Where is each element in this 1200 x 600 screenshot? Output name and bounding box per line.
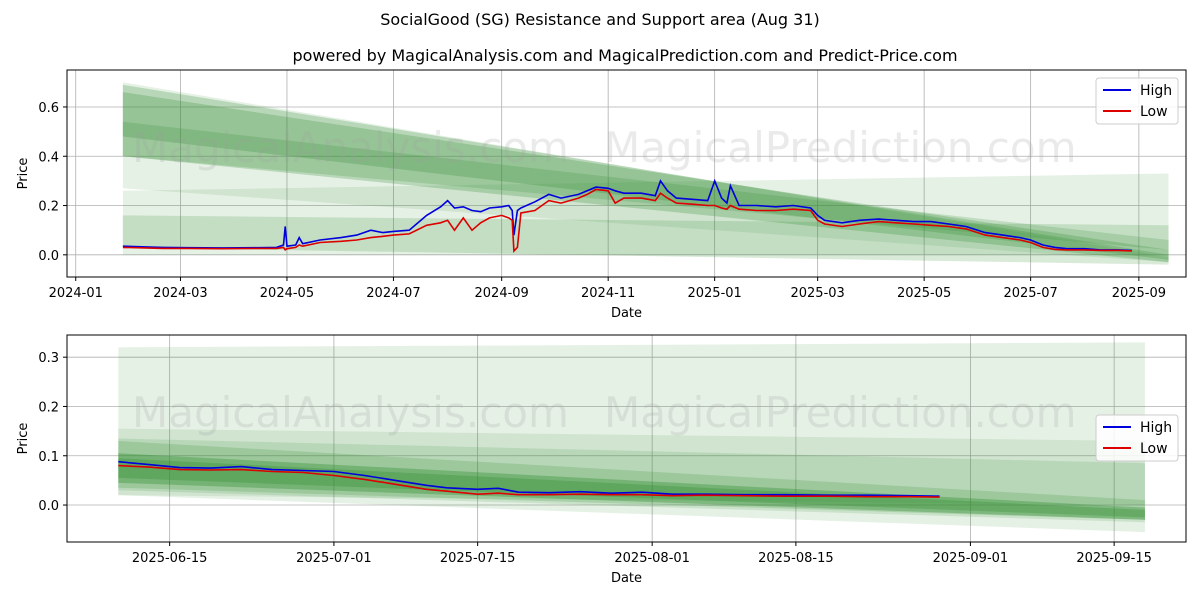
series-line-low: [122, 188, 1132, 254]
x-tick-label: 2025-01: [687, 286, 741, 301]
x-tick-label: 2025-09-01: [933, 551, 1009, 566]
legend: High Low: [1095, 414, 1179, 462]
plot-area: [118, 342, 1145, 533]
x-tick-label: 2024-05: [260, 286, 314, 301]
support-resistance-band: [122, 82, 1169, 263]
x-tick-label: 2025-08-01: [614, 551, 690, 566]
y-axis-label: Price: [16, 423, 31, 455]
x-axis-label: Date: [611, 571, 642, 586]
legend-label-high: High: [1140, 420, 1172, 436]
support-resistance-band: [118, 453, 1145, 520]
x-tick-label: 2024-07: [366, 286, 420, 301]
support-resistance-band: [118, 428, 1145, 533]
y-tick-label: 0.4: [38, 150, 59, 165]
x-tick-label: 2025-07-15: [440, 551, 516, 566]
y-tick-label: 0.2: [38, 400, 59, 415]
support-resistance-band: [122, 173, 1169, 255]
support-resistance-band: [118, 440, 1145, 520]
support-resistance-band: [122, 121, 1169, 250]
series-line-high: [122, 178, 1132, 252]
x-axis-label: Date: [611, 306, 642, 321]
x-tick-label: 2025-06-15: [132, 551, 208, 566]
legend-label-low: Low: [1140, 441, 1168, 457]
series-line-low: [118, 464, 940, 498]
legend-label-low: Low: [1140, 104, 1168, 120]
x-tick-label: 2025-09-15: [1076, 551, 1152, 566]
x-tick-label: 2025-09: [1112, 286, 1166, 301]
support-resistance-band: [122, 215, 1169, 265]
x-tick-label: 2025-05: [897, 286, 951, 301]
y-tick-label: 0.0: [38, 249, 59, 264]
watermark-text: MagicalPrediction.com: [604, 388, 1077, 437]
series-line-high: [118, 460, 940, 497]
axes-frame: [66, 334, 1187, 543]
x-tick-label: 2024-11: [581, 286, 635, 301]
watermark-text: MagicalPrediction.com: [604, 123, 1077, 172]
y-tick-label: 0.3: [38, 351, 59, 366]
panel-2: MagicalAnalysis.com MagicalPrediction.com…: [16, 334, 1187, 586]
axes-frame: [66, 69, 1187, 278]
x-tick-label: 2024-03: [153, 286, 207, 301]
y-tick-label: 0.2: [38, 200, 59, 215]
watermark-text: MagicalAnalysis.com: [132, 388, 569, 437]
y-tick-label: 0.1: [38, 450, 59, 465]
chart-title: SocialGood (SG) Resistance and Support a…: [380, 10, 820, 29]
y-tick-label: 0.0: [38, 499, 59, 514]
panel-1: MagicalAnalysis.com MagicalPrediction.com…: [16, 69, 1187, 321]
support-resistance-band: [118, 458, 1145, 518]
plot-area: [122, 82, 1169, 265]
chart-subtitle: powered by MagicalAnalysis.com and Magic…: [292, 46, 958, 65]
support-resistance-band: [122, 84, 1169, 263]
support-resistance-band: [118, 342, 1145, 506]
x-tick-label: 2024-01: [49, 286, 103, 301]
x-tick-label: 2025-03: [790, 286, 844, 301]
x-tick-label: 2025-07: [1003, 286, 1057, 301]
support-resistance-band: [118, 438, 1145, 523]
legend-label-high: High: [1140, 83, 1172, 99]
watermark-text: MagicalAnalysis.com: [132, 123, 569, 172]
y-tick-label: 0.6: [38, 101, 59, 116]
support-resistance-band: [122, 92, 1169, 260]
x-tick-label: 2025-07-01: [296, 551, 372, 566]
x-tick-label: 2024-09: [475, 286, 529, 301]
y-axis-label: Price: [16, 158, 31, 190]
x-tick-label: 2025-08-15: [758, 551, 834, 566]
legend: High Low: [1095, 77, 1179, 125]
